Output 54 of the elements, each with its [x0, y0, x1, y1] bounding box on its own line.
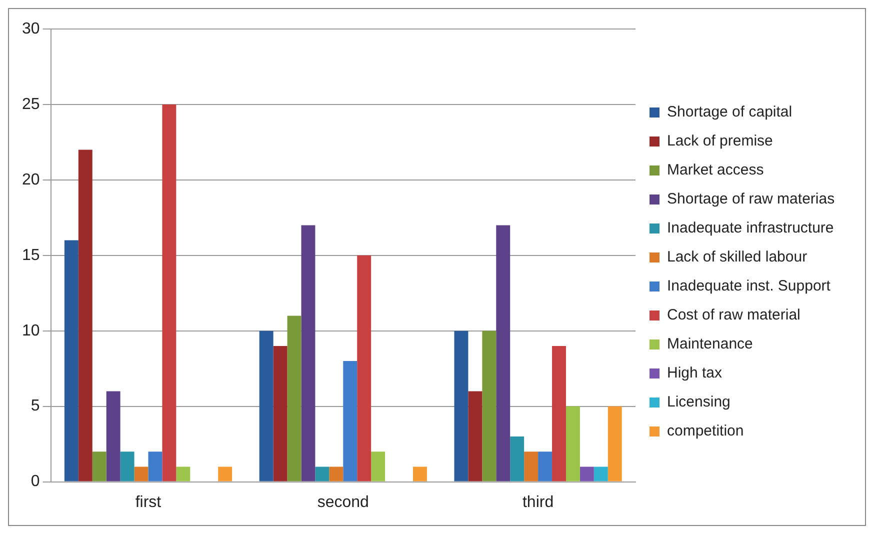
bar [218, 466, 232, 482]
bar [78, 150, 92, 482]
bar [482, 330, 496, 482]
y-tick-label: 25 [22, 96, 40, 113]
bar [454, 330, 468, 482]
bar [468, 391, 482, 482]
bar [566, 406, 580, 482]
y-tick-label: 10 [22, 322, 40, 340]
bar [510, 436, 524, 482]
bar [92, 452, 106, 482]
y-tick-label: 30 [22, 20, 40, 38]
x-tick-label: third [522, 494, 554, 511]
bar [106, 391, 120, 482]
x-tick-label: second [317, 494, 369, 511]
bar [538, 452, 552, 482]
bar [608, 406, 622, 482]
legend-label: Cost of raw material [667, 306, 800, 324]
bar [329, 466, 344, 482]
bar [259, 330, 274, 482]
bar [162, 104, 176, 482]
bar [120, 452, 134, 482]
bar [524, 452, 538, 482]
legend-label: Market access [667, 162, 764, 179]
legend-label: Shortage of capital [667, 104, 792, 121]
bar [357, 255, 372, 482]
legend-label: Inadequate infrastructure [667, 220, 834, 237]
bar [315, 466, 330, 482]
y-tick-label: 20 [22, 171, 40, 188]
y-tick-label: 15 [22, 246, 40, 264]
legend-label: competition [667, 422, 744, 440]
y-tick-label: 5 [30, 398, 40, 415]
bar [496, 225, 510, 482]
legend-label: Inadequate inst. Support [667, 278, 832, 295]
bar [287, 316, 302, 482]
bar [134, 466, 148, 482]
bar [273, 346, 288, 482]
bar [580, 466, 594, 482]
legend-label: Lack of premise [667, 132, 773, 150]
legend-label: Maintenance [667, 336, 753, 353]
y-tick-label: 0 [30, 473, 40, 490]
bar [64, 240, 78, 482]
bar [552, 346, 566, 482]
bar [594, 466, 608, 482]
bar [412, 466, 427, 482]
legend-label: Shortage of raw materias [667, 190, 835, 208]
bar [301, 225, 316, 482]
bar [148, 452, 162, 482]
legend-label: Licensing [667, 394, 730, 411]
bar [371, 452, 386, 482]
legend-label: High tax [667, 364, 723, 382]
legend-label: Lack of skilled labour [667, 248, 808, 266]
bar [343, 361, 358, 482]
bar [176, 466, 190, 482]
x-tick-label: first [135, 494, 162, 511]
